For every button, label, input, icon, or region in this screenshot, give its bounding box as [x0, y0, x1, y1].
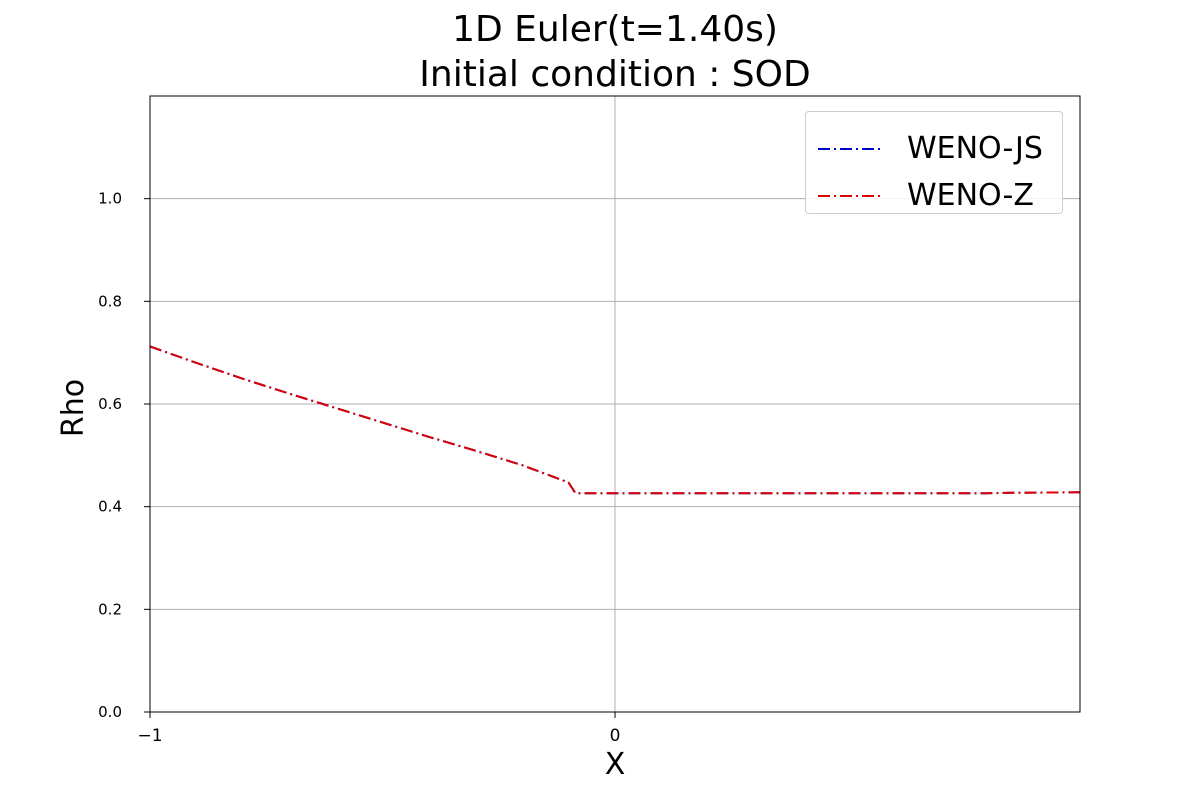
- grid-lines: [150, 96, 1080, 712]
- legend-item-weno-js: WENO-JS: [806, 129, 1062, 169]
- y-axis-label: Rho: [56, 378, 91, 438]
- chart-legend: WENO-JS WENO-Z: [805, 111, 1063, 214]
- y-tick-label: 0.8: [98, 292, 122, 310]
- legend-item-weno-z: WENO-Z: [806, 176, 1062, 216]
- x-tick-label: 0: [610, 726, 621, 746]
- y-tick-label: 0.4: [98, 498, 122, 516]
- series-line-weno-z: [149, 345, 1081, 495]
- y-tick-label: 0.6: [98, 395, 122, 413]
- legend-label-weno-js: WENO-JS: [907, 131, 1043, 166]
- legend-swatch-weno-z: [818, 195, 884, 197]
- y-tick-label: 1.0: [98, 190, 122, 208]
- legend-label-weno-z: WENO-Z: [907, 178, 1034, 213]
- y-tick-label: 0.0: [98, 703, 122, 721]
- y-tick-label: 0.2: [98, 600, 122, 618]
- chart-subtitle: Initial condition : SOD: [419, 54, 811, 95]
- legend-swatch-weno-js: [818, 148, 884, 150]
- x-axis-label: X: [604, 747, 626, 782]
- data-series: [149, 345, 1081, 495]
- chart-title: 1D Euler(t=1.40s): [452, 9, 778, 50]
- x-tick-label: −1: [137, 726, 162, 746]
- axis-ticks: 0.0 0.2 0.4 0.6 0.8 1.0 −1 0: [98, 190, 620, 746]
